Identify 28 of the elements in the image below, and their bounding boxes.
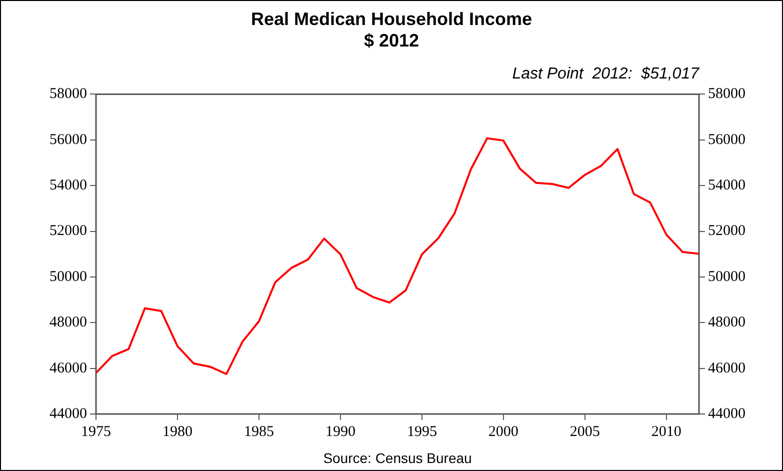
x-tick-label: 1990 <box>325 424 356 440</box>
y2-tick-label: 46000 <box>708 360 746 376</box>
y-tick-label: 50000 <box>50 268 87 285</box>
x-tick-label: 1995 <box>406 424 437 440</box>
chart-subtitle: $ 2012 <box>364 30 420 50</box>
x-tick-label: 1985 <box>244 424 274 440</box>
x-tick-label: 1975 <box>81 424 111 440</box>
text: Last Point 2012: $51,017 <box>512 66 700 83</box>
y2-tick-label: 52000 <box>708 223 746 240</box>
y-tick-label: 46000 <box>50 360 87 376</box>
x-tick-label: 2005 <box>570 424 600 440</box>
y-tick-label: 56000 <box>50 132 87 148</box>
y-tick-label: 52000 <box>50 223 87 240</box>
y2-tick-label: 56000 <box>708 132 746 148</box>
y-tick-label: 44000 <box>50 406 87 422</box>
y2-tick-label: 44000 <box>708 406 746 422</box>
y-tick-label: 54000 <box>50 178 87 194</box>
x-tick-label: 1980 <box>162 424 192 440</box>
y2-tick-label: 50000 <box>708 268 746 285</box>
x-tick-label: 2000 <box>488 424 518 440</box>
y-tick-label: 58000 <box>50 86 87 102</box>
source-note: Source: Census Bureau <box>323 450 472 466</box>
chart-title: Real Medican Household Income <box>250 8 532 29</box>
x-tick-label: 2010 <box>651 424 682 440</box>
y2-tick-label: 48000 <box>708 314 746 331</box>
y-tick-label: 48000 <box>50 314 87 331</box>
y2-tick-label: 58000 <box>708 86 746 102</box>
y2-tick-label: 54000 <box>708 178 746 194</box>
